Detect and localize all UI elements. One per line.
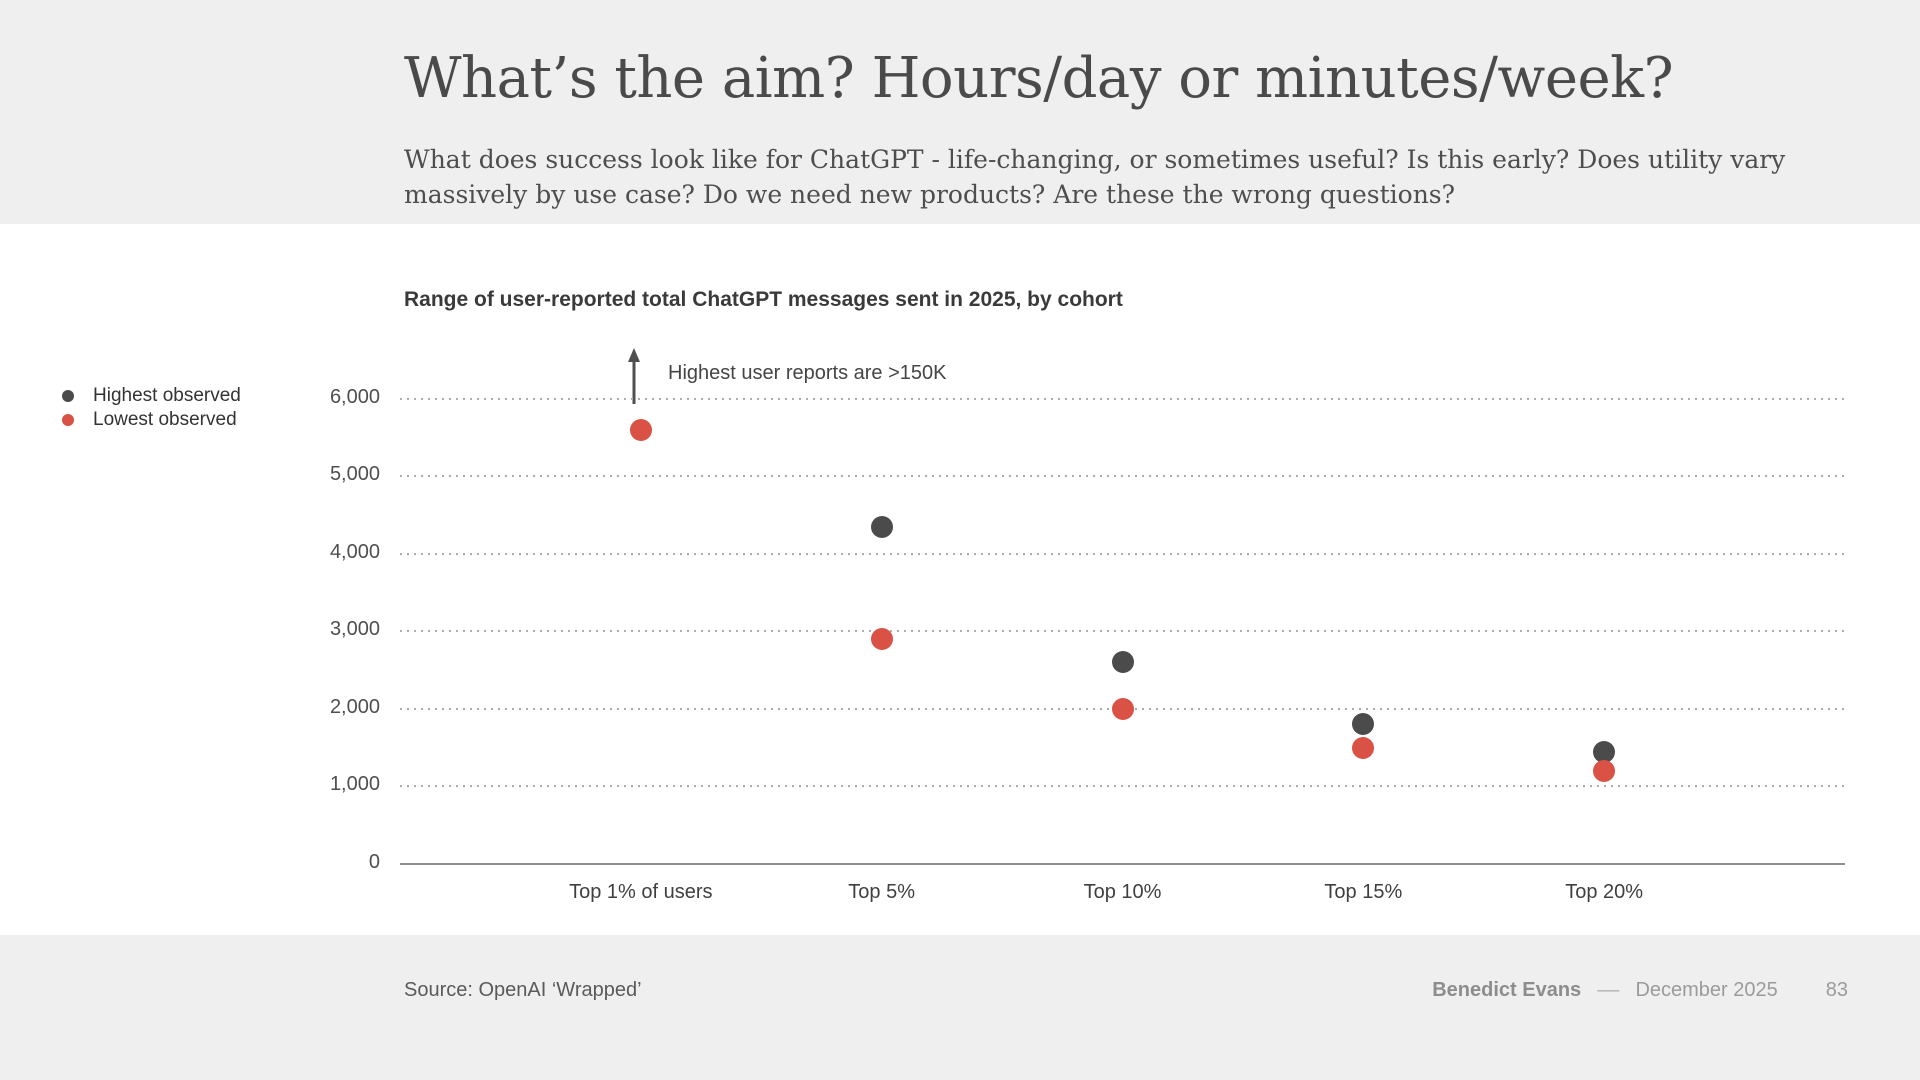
page-title: What’s the aim? Hours/day or minutes/wee… — [404, 46, 1674, 111]
up-arrow-icon — [628, 348, 640, 404]
gridline — [400, 552, 1845, 555]
legend-item-lowest: Lowest observed — [62, 408, 241, 432]
data-point-highest — [870, 515, 893, 538]
source-note: Source: OpenAI ‘Wrapped’ — [404, 979, 642, 1001]
footer-separator: –– — [1597, 979, 1620, 1001]
footer-band: Source: OpenAI ‘Wrapped’ Benedict Evans … — [0, 935, 1920, 1080]
annotation-text: Highest user reports are >150K — [668, 362, 947, 384]
y-axis-tick-label: 3,000 — [329, 618, 380, 641]
legend-dot-highest-icon — [62, 390, 74, 402]
x-axis-line — [400, 863, 1845, 865]
gridline — [400, 475, 1845, 478]
chart-title: Range of user-reported total ChatGPT mes… — [404, 288, 1123, 311]
gridline — [400, 397, 1845, 400]
y-axis-tick-label: 1,000 — [329, 773, 380, 796]
data-point-lowest — [870, 628, 893, 651]
legend-item-highest: Highest observed — [62, 384, 241, 408]
subtitle-line-1: What does success look like for ChatGPT … — [404, 145, 1786, 174]
gridline — [400, 630, 1845, 633]
off-scale-annotation: Highest user reports are >150K — [626, 348, 1126, 408]
y-axis-tick-label: 2,000 — [329, 695, 380, 718]
legend-dot-lowest-icon — [62, 414, 74, 426]
x-axis-tick-label: Top 10% — [1083, 881, 1162, 903]
chart-legend: Highest observed Lowest observed — [62, 384, 241, 432]
page-subtitle: What does success look like for ChatGPT … — [404, 142, 1785, 212]
subtitle-line-2: massively by use case? Do we need new pr… — [404, 180, 1456, 209]
data-point-highest — [1593, 740, 1616, 763]
data-point-lowest — [1111, 697, 1134, 720]
x-axis-tick-label: Top 20% — [1565, 881, 1644, 903]
plot-area: Highest user reports are >150K 0 1,000 2,0… — [330, 348, 1845, 903]
legend-label-highest: Highest observed — [93, 385, 241, 406]
x-axis-tick-label: Top 5% — [848, 881, 916, 903]
x-axis-tick-label: Top 1% of users — [569, 881, 713, 903]
footer-credit: Benedict Evans –– December 2025 83 — [1432, 979, 1848, 1002]
data-point-lowest — [629, 418, 652, 441]
chart-band — [0, 224, 1920, 935]
x-axis-tick-label: Top 15% — [1324, 881, 1403, 903]
page-number: 83 — [1825, 979, 1848, 1001]
footer-date: December 2025 — [1635, 979, 1778, 1001]
footer-author: Benedict Evans — [1432, 979, 1582, 1001]
header-band: What’s the aim? Hours/day or minutes/wee… — [0, 0, 1920, 224]
data-point-lowest — [1593, 759, 1616, 782]
data-point-highest — [1111, 651, 1134, 674]
y-axis-tick-label: 4,000 — [329, 540, 380, 563]
y-axis-tick-label: 0 — [368, 851, 380, 873]
data-point-lowest — [1352, 736, 1375, 759]
legend-label-lowest: Lowest observed — [93, 409, 237, 430]
y-axis-tick-label: 6,000 — [329, 385, 380, 408]
y-axis-tick-label: 5,000 — [329, 463, 380, 486]
gridline — [400, 785, 1845, 788]
data-point-highest — [1352, 713, 1375, 736]
